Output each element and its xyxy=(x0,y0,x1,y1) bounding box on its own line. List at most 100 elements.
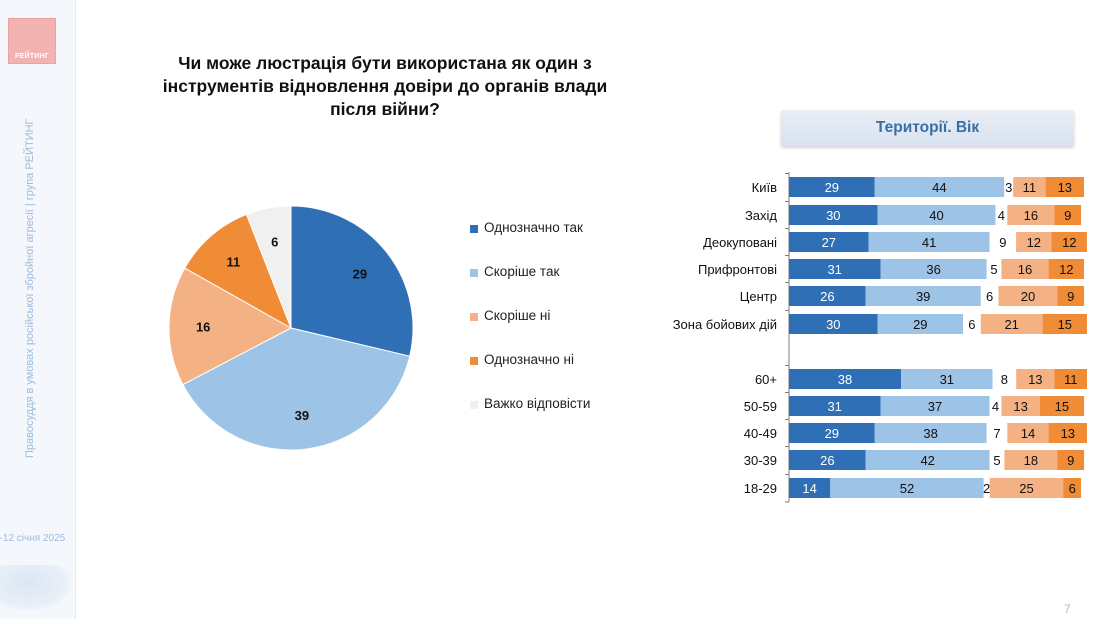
bar-segment xyxy=(1051,232,1087,252)
category-label: Київ xyxy=(752,180,777,195)
bar-value-label: 14 xyxy=(1021,426,1035,441)
bar-segment xyxy=(789,396,881,416)
bar-value-label: 9 xyxy=(1064,208,1071,223)
bar-segment xyxy=(1016,232,1052,252)
bar-value-label: 21 xyxy=(1004,317,1018,332)
section-header-label: Території. Вік xyxy=(875,119,980,136)
bar-value-label: 9 xyxy=(1067,289,1074,304)
bar-value-label: 13 xyxy=(1028,372,1042,387)
bar-value-label: 44 xyxy=(932,180,946,195)
category-label: 30-39 xyxy=(744,453,777,468)
legend-swatch xyxy=(470,401,478,409)
bar-value-label: 29 xyxy=(913,317,927,332)
bar-value-label: 4 xyxy=(992,399,999,414)
bar-segment xyxy=(865,286,981,306)
bar-value-label: 9 xyxy=(1067,453,1074,468)
bar-value-label: 25 xyxy=(1019,481,1033,496)
bar-segment xyxy=(1057,286,1085,306)
bar-segment xyxy=(989,232,1017,252)
bar-segment xyxy=(865,450,990,470)
bar-segment xyxy=(983,478,990,498)
bar-segment xyxy=(1007,423,1049,443)
bar-value-label: 9 xyxy=(999,235,1006,250)
pie-slice-label: 39 xyxy=(295,408,309,423)
bar-value-label: 6 xyxy=(968,317,975,332)
section-header-box: Території. Вік xyxy=(781,110,1074,146)
legend-swatch xyxy=(470,225,478,233)
title-line: інструментів відновлення довіри до орган… xyxy=(162,76,608,96)
bar-segment xyxy=(1057,450,1085,470)
bar-value-label: 37 xyxy=(928,399,942,414)
bar-segment xyxy=(1013,177,1046,197)
bar-segment xyxy=(789,450,866,470)
bar-segment xyxy=(1048,259,1084,279)
bar-value-label: 12 xyxy=(1027,235,1041,250)
legend-label: Скоріше ні xyxy=(484,308,551,323)
bar-value-label: 41 xyxy=(922,235,936,250)
bar-value-label: 38 xyxy=(923,426,937,441)
bar-segment xyxy=(980,286,999,306)
legend-swatch xyxy=(470,269,478,277)
legend-item: Однозначно так xyxy=(470,220,640,240)
bar-value-label: 4 xyxy=(998,208,1005,223)
bar-segment xyxy=(1004,177,1014,197)
bar-value-label: 2 xyxy=(983,481,990,496)
legend-item: Скоріше так xyxy=(470,264,640,284)
bar-segment xyxy=(1001,396,1040,416)
bar-value-label: 42 xyxy=(920,453,934,468)
bar-segment xyxy=(874,423,987,443)
bar-segment xyxy=(998,286,1058,306)
bar-segment xyxy=(1054,205,1082,225)
bar-value-label: 38 xyxy=(838,372,852,387)
pie-slice-label: 16 xyxy=(196,320,210,335)
bar-segment xyxy=(1054,369,1087,389)
category-label: Зона бойових дій xyxy=(673,317,777,332)
logo-text: РЕЙТИНГ xyxy=(14,53,50,60)
bar-value-label: 13 xyxy=(1058,180,1072,195)
bar-value-label: 7 xyxy=(993,426,1000,441)
legend-label: Однозначно ні xyxy=(484,352,574,367)
bar-segment xyxy=(995,205,1008,225)
bar-value-label: 26 xyxy=(820,453,834,468)
bar-value-label: 5 xyxy=(993,453,1000,468)
legend-item: Скоріше ні xyxy=(470,308,640,328)
bar-value-label: 11 xyxy=(1064,372,1078,387)
bar-segment xyxy=(1042,314,1087,334)
sidebar-vertical-text: Правосуддя в умовах російської збройної … xyxy=(24,118,36,458)
bar-segment xyxy=(986,259,1002,279)
category-label: Прифронтові xyxy=(698,262,777,277)
legend-label: Однозначно так xyxy=(484,220,583,235)
bar-value-label: 29 xyxy=(825,180,839,195)
bar-segment xyxy=(789,177,875,197)
bar-value-label: 20 xyxy=(1021,289,1035,304)
legend-label: Скоріше так xyxy=(484,264,560,279)
bar-segment xyxy=(789,205,878,225)
bar-value-label: 8 xyxy=(1001,372,1008,387)
bar-segment xyxy=(789,478,831,498)
bar-value-label: 18 xyxy=(1024,453,1038,468)
bar-segment xyxy=(1045,177,1084,197)
bar-segment xyxy=(1016,369,1055,389)
pie-slice xyxy=(182,327,411,451)
category-label: 40-49 xyxy=(744,426,777,441)
bar-segment xyxy=(1063,478,1081,498)
bar-segment xyxy=(877,314,964,334)
bar-value-label: 30 xyxy=(826,208,840,223)
bar-segment xyxy=(880,259,987,279)
bar-value-label: 11 xyxy=(1023,180,1037,195)
bar-segment xyxy=(992,369,1017,389)
bar-value-label: 30 xyxy=(826,317,840,332)
pie-slice xyxy=(290,205,414,357)
bar-segment xyxy=(989,450,1005,470)
legend-swatch xyxy=(470,357,478,365)
bar-value-label: 15 xyxy=(1055,399,1069,414)
bar-value-label: 39 xyxy=(916,289,930,304)
legend-label: Важко відповісти xyxy=(484,396,591,411)
bar-value-label: 36 xyxy=(926,262,940,277)
title-line: Чи може люстрація бути використана як од… xyxy=(178,53,592,73)
bar-value-label: 13 xyxy=(1013,399,1027,414)
bar-segment xyxy=(989,478,1064,498)
title-line: після війни? xyxy=(330,99,440,119)
pie-slice-label: 29 xyxy=(353,267,367,282)
pie-slice xyxy=(168,267,293,386)
